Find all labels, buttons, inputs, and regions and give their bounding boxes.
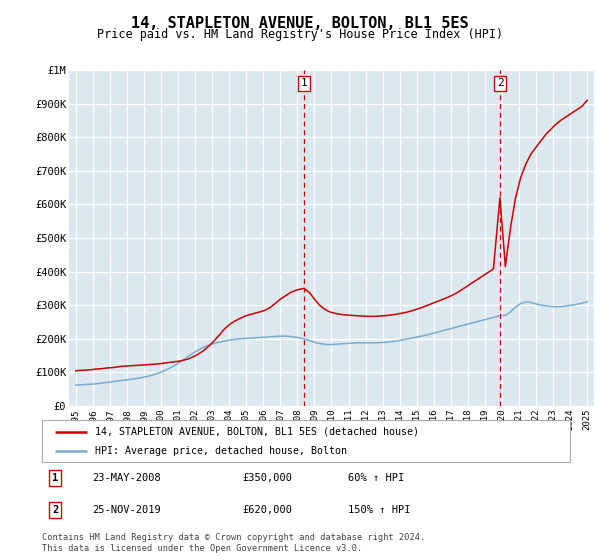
Text: 1: 1 <box>52 473 58 483</box>
Text: £350,000: £350,000 <box>242 473 293 483</box>
Text: Contains HM Land Registry data © Crown copyright and database right 2024.
This d: Contains HM Land Registry data © Crown c… <box>42 533 425 553</box>
Text: 14, STAPLETON AVENUE, BOLTON, BL1 5ES (detached house): 14, STAPLETON AVENUE, BOLTON, BL1 5ES (d… <box>95 427 419 437</box>
Text: 25-NOV-2019: 25-NOV-2019 <box>92 505 161 515</box>
Text: 23-MAY-2008: 23-MAY-2008 <box>92 473 161 483</box>
Text: £620,000: £620,000 <box>242 505 293 515</box>
Text: 60% ↑ HPI: 60% ↑ HPI <box>348 473 404 483</box>
Text: HPI: Average price, detached house, Bolton: HPI: Average price, detached house, Bolt… <box>95 446 347 456</box>
Text: 150% ↑ HPI: 150% ↑ HPI <box>348 505 411 515</box>
Text: 2: 2 <box>52 505 58 515</box>
Text: Price paid vs. HM Land Registry's House Price Index (HPI): Price paid vs. HM Land Registry's House … <box>97 28 503 41</box>
Text: 1: 1 <box>301 78 308 88</box>
FancyBboxPatch shape <box>42 420 570 462</box>
Text: 14, STAPLETON AVENUE, BOLTON, BL1 5ES: 14, STAPLETON AVENUE, BOLTON, BL1 5ES <box>131 16 469 31</box>
Text: 2: 2 <box>497 78 503 88</box>
